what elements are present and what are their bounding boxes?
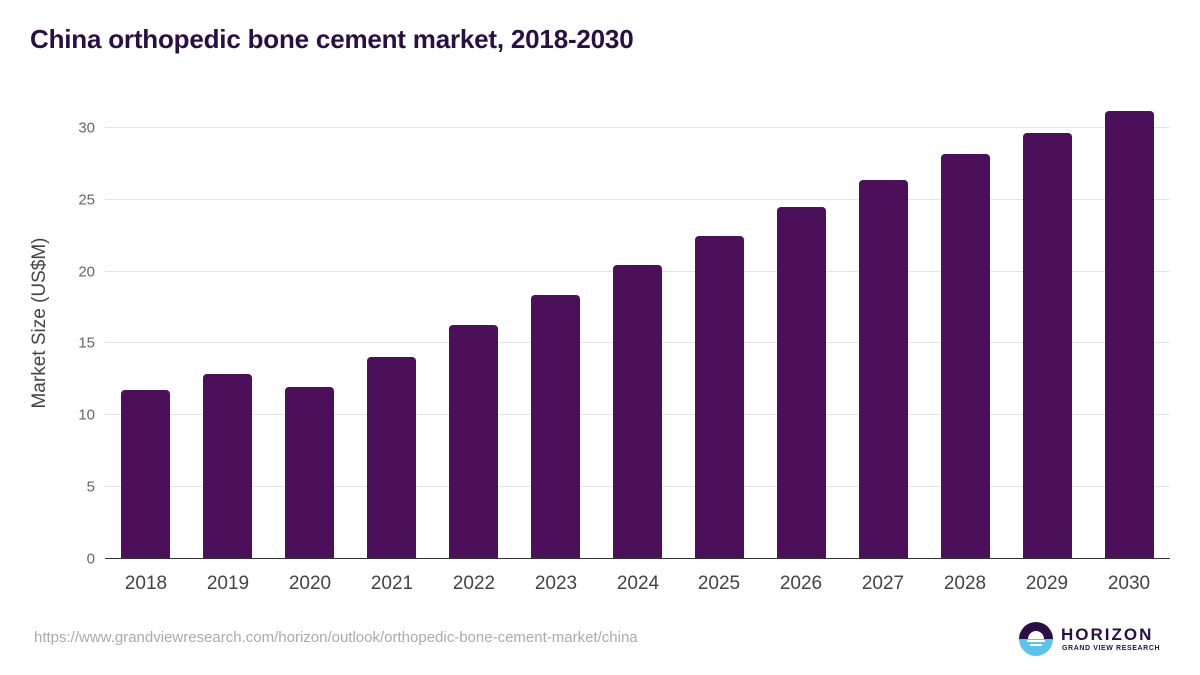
bar-2027[interactable]	[859, 180, 908, 558]
horizon-logo: HORIZON GRAND VIEW RESEARCH	[1019, 622, 1169, 658]
bar-2028[interactable]	[941, 154, 990, 558]
bar-2024[interactable]	[613, 265, 662, 558]
bar-2020[interactable]	[285, 387, 334, 558]
x-tick-label: 2021	[370, 573, 414, 594]
x-tick-label: 2028	[943, 573, 987, 594]
x-tick-label: 2030	[1107, 573, 1151, 594]
y-tick-label: 10	[78, 406, 95, 424]
bar-2021[interactable]	[367, 357, 416, 558]
x-tick-label: 2019	[206, 573, 250, 594]
x-tick-label: 2026	[779, 573, 823, 594]
plot-area: 0 5 10 15 20 25 30 2018 2019 2020 2021 2022 2023 2024…	[78, 0, 1170, 675]
x-tick-label: 2027	[861, 573, 905, 594]
y-tick-label: 30	[78, 119, 95, 137]
bar-2030[interactable]	[1105, 111, 1154, 558]
x-tick-label: 2022	[452, 573, 496, 594]
bar-2018[interactable]	[121, 390, 170, 558]
horizon-logo-icon	[1019, 622, 1053, 656]
gridline	[105, 199, 1170, 200]
x-tick-label: 2025	[697, 573, 741, 594]
bar-2025[interactable]	[695, 236, 744, 558]
bar-2029[interactable]	[1023, 133, 1072, 558]
gridline	[105, 127, 1170, 128]
bar-2026[interactable]	[777, 207, 826, 558]
x-tick-label: 2020	[288, 573, 332, 594]
x-tick-label: 2029	[1025, 573, 1069, 594]
bar-2019[interactable]	[203, 374, 252, 558]
x-tick-label: 2018	[124, 573, 168, 594]
chart-title: China orthopedic bone cement market, 201…	[30, 24, 634, 54]
y-tick-label: 25	[78, 191, 95, 209]
x-tick-label: 2023	[534, 573, 578, 594]
logo-name: HORIZON	[1061, 625, 1154, 644]
x-axis-line	[105, 558, 1170, 559]
source-url[interactable]: https://www.grandviewresearch.com/horizo…	[34, 629, 638, 646]
bar-2023[interactable]	[531, 295, 580, 558]
y-tick-label: 20	[78, 263, 95, 281]
y-tick-label: 0	[86, 550, 95, 568]
logo-subtitle: GRAND VIEW RESEARCH	[1062, 645, 1161, 652]
y-tick-label: 15	[78, 334, 95, 352]
x-tick-label: 2024	[616, 573, 660, 594]
y-axis-label: Market Size (US$M)	[29, 237, 50, 409]
y-tick-label: 5	[86, 478, 95, 496]
bar-2022[interactable]	[449, 325, 498, 558]
